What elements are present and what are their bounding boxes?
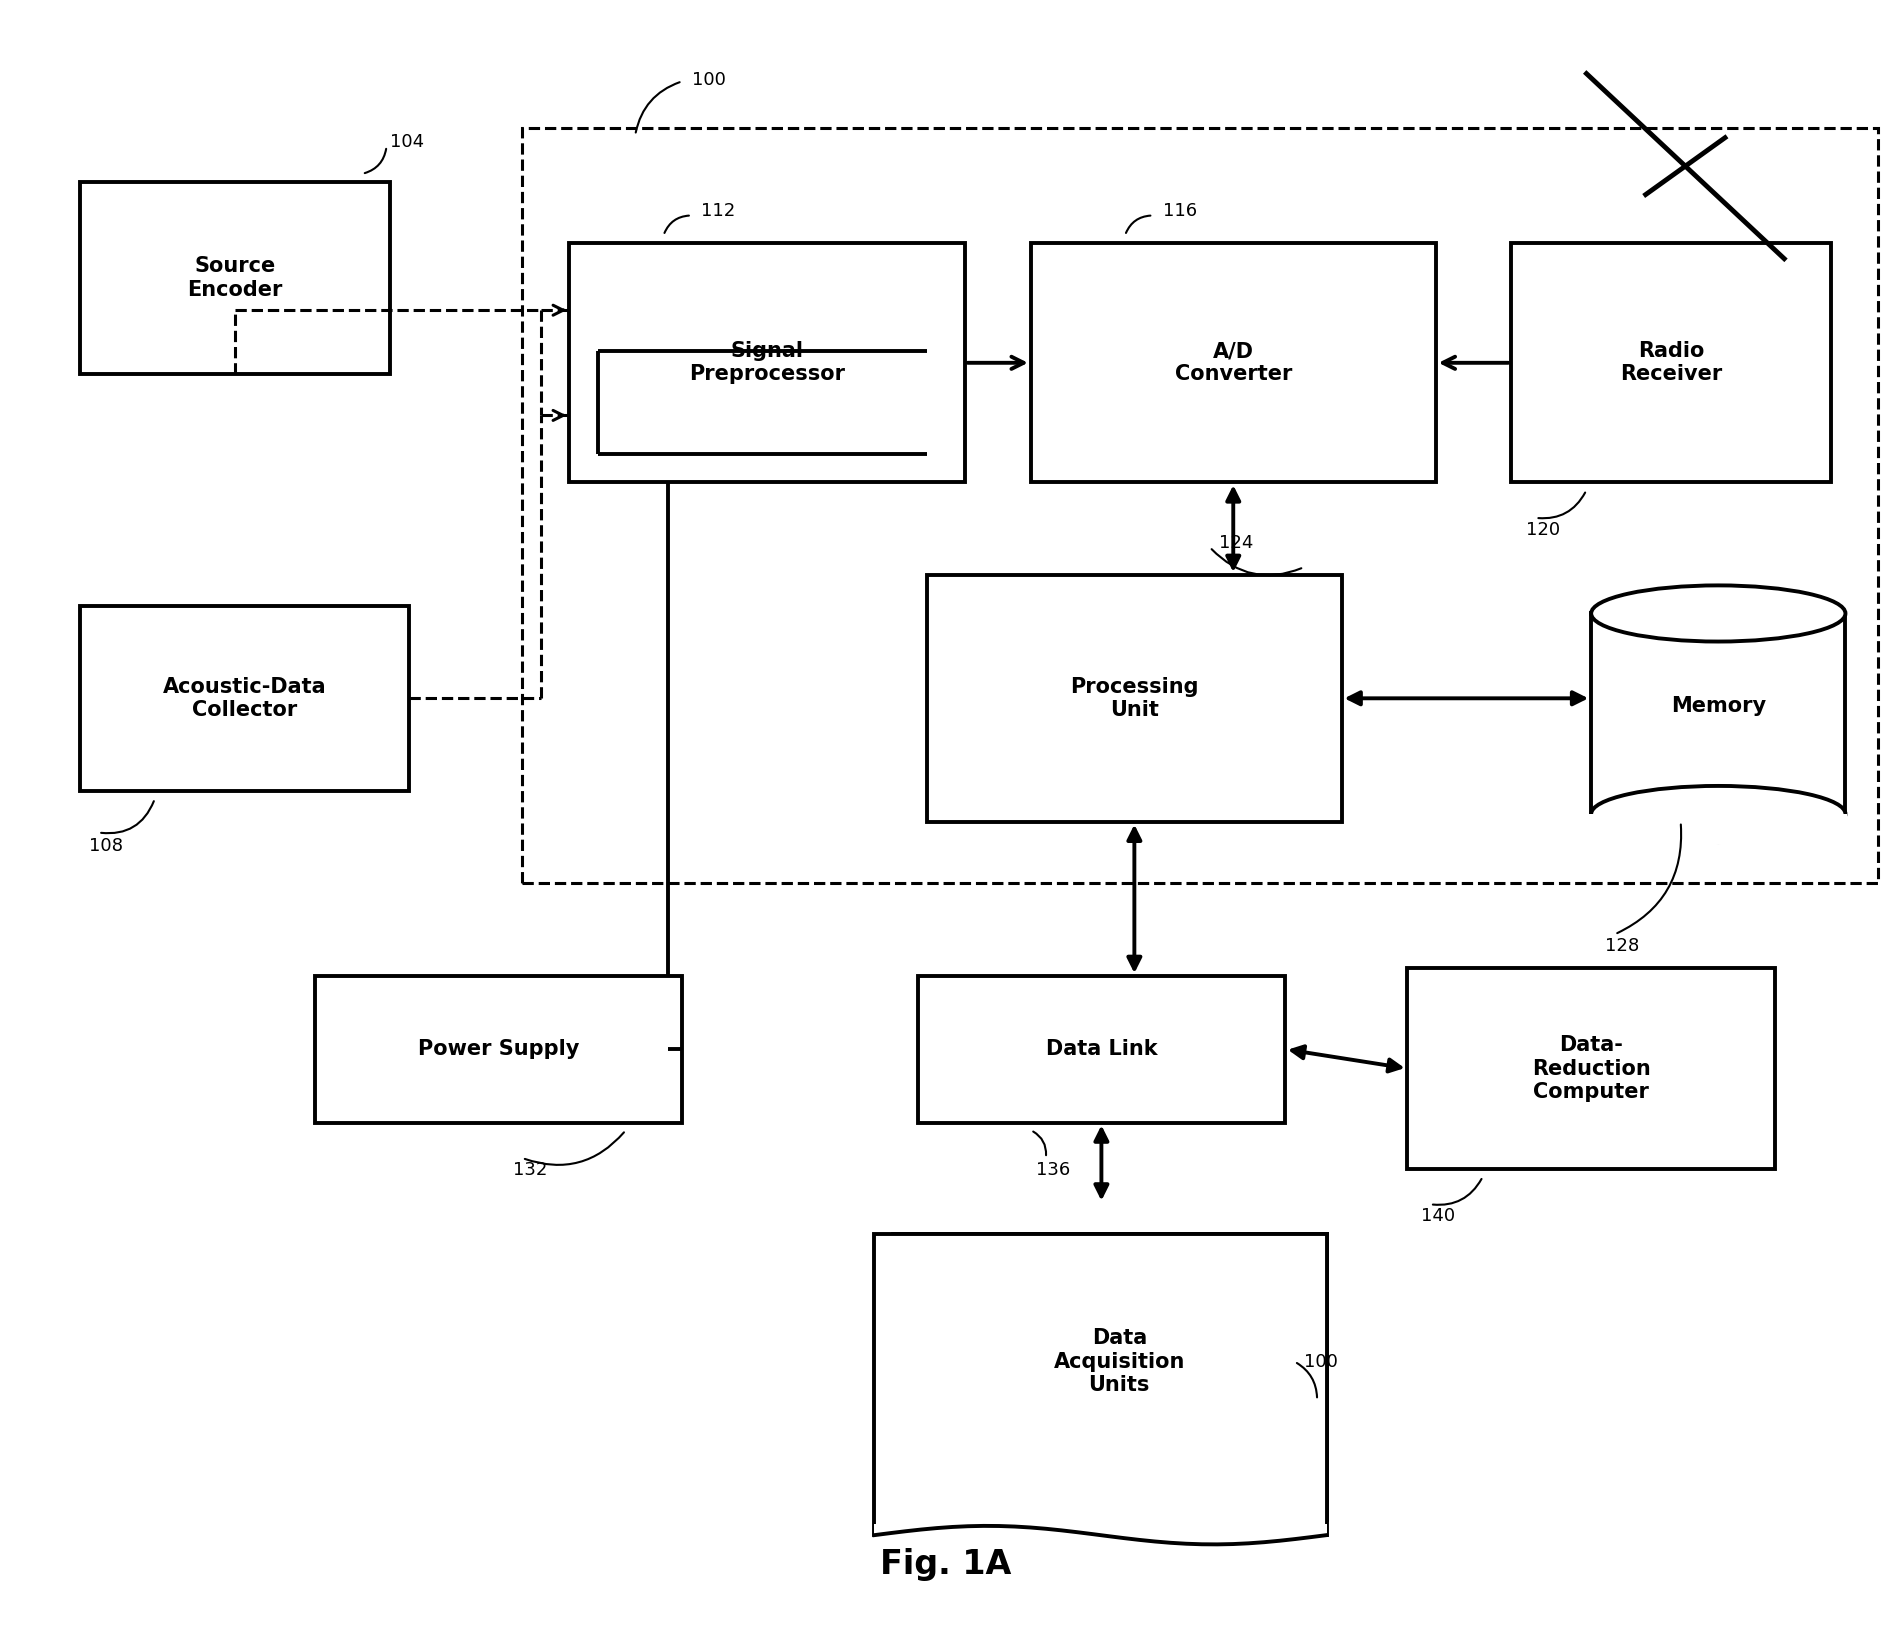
Text: Radio
Receiver: Radio Receiver [1620,342,1722,384]
Text: Signal
Preprocessor: Signal Preprocessor [689,342,846,384]
Text: Fig. 1A: Fig. 1A [880,1548,1012,1581]
Bar [79,182,390,374]
Text: 112: 112 [702,202,736,220]
Bar [912,1234,1326,1504]
Text: 100: 100 [692,72,725,90]
Bar [918,975,1285,1123]
Text: Data
Acquisition
Units: Data Acquisition Units [1054,1328,1184,1395]
Text: Power Supply: Power Supply [418,1039,579,1060]
Text: 116: 116 [1162,202,1198,220]
Bar [1589,814,1847,843]
Text: Processing
Unit: Processing Unit [1071,677,1200,720]
Ellipse shape [1591,786,1845,842]
Text: Data-
Reduction
Computer: Data- Reduction Computer [1533,1035,1650,1102]
Text: Source
Encoder: Source Encoder [187,256,282,300]
Text: 108: 108 [89,837,123,855]
Bar [1031,243,1436,482]
Text: 104: 104 [390,133,424,151]
Ellipse shape [1591,586,1845,641]
Text: 128: 128 [1604,938,1640,956]
Bar [1591,614,1845,814]
Bar [874,1234,1326,1535]
Bar [522,127,1879,884]
Bar [927,575,1341,822]
Bar [1512,243,1831,482]
Bar [569,243,965,482]
Text: 140: 140 [1421,1208,1455,1226]
Bar [893,1234,1326,1519]
Bar [874,1524,1326,1537]
Bar [79,606,409,791]
Text: Memory: Memory [1671,697,1765,716]
Text: 124: 124 [1218,534,1254,552]
Text: A/D
Converter: A/D Converter [1175,342,1292,384]
Text: 120: 120 [1527,521,1561,539]
Text: 132: 132 [513,1161,547,1179]
Bar [1408,969,1775,1169]
Text: 100: 100 [1304,1353,1338,1371]
Bar [314,975,683,1123]
Text: Data Link: Data Link [1046,1039,1158,1060]
Text: 136: 136 [1037,1161,1071,1179]
Text: Acoustic-Data
Collector: Acoustic-Data Collector [163,677,325,720]
